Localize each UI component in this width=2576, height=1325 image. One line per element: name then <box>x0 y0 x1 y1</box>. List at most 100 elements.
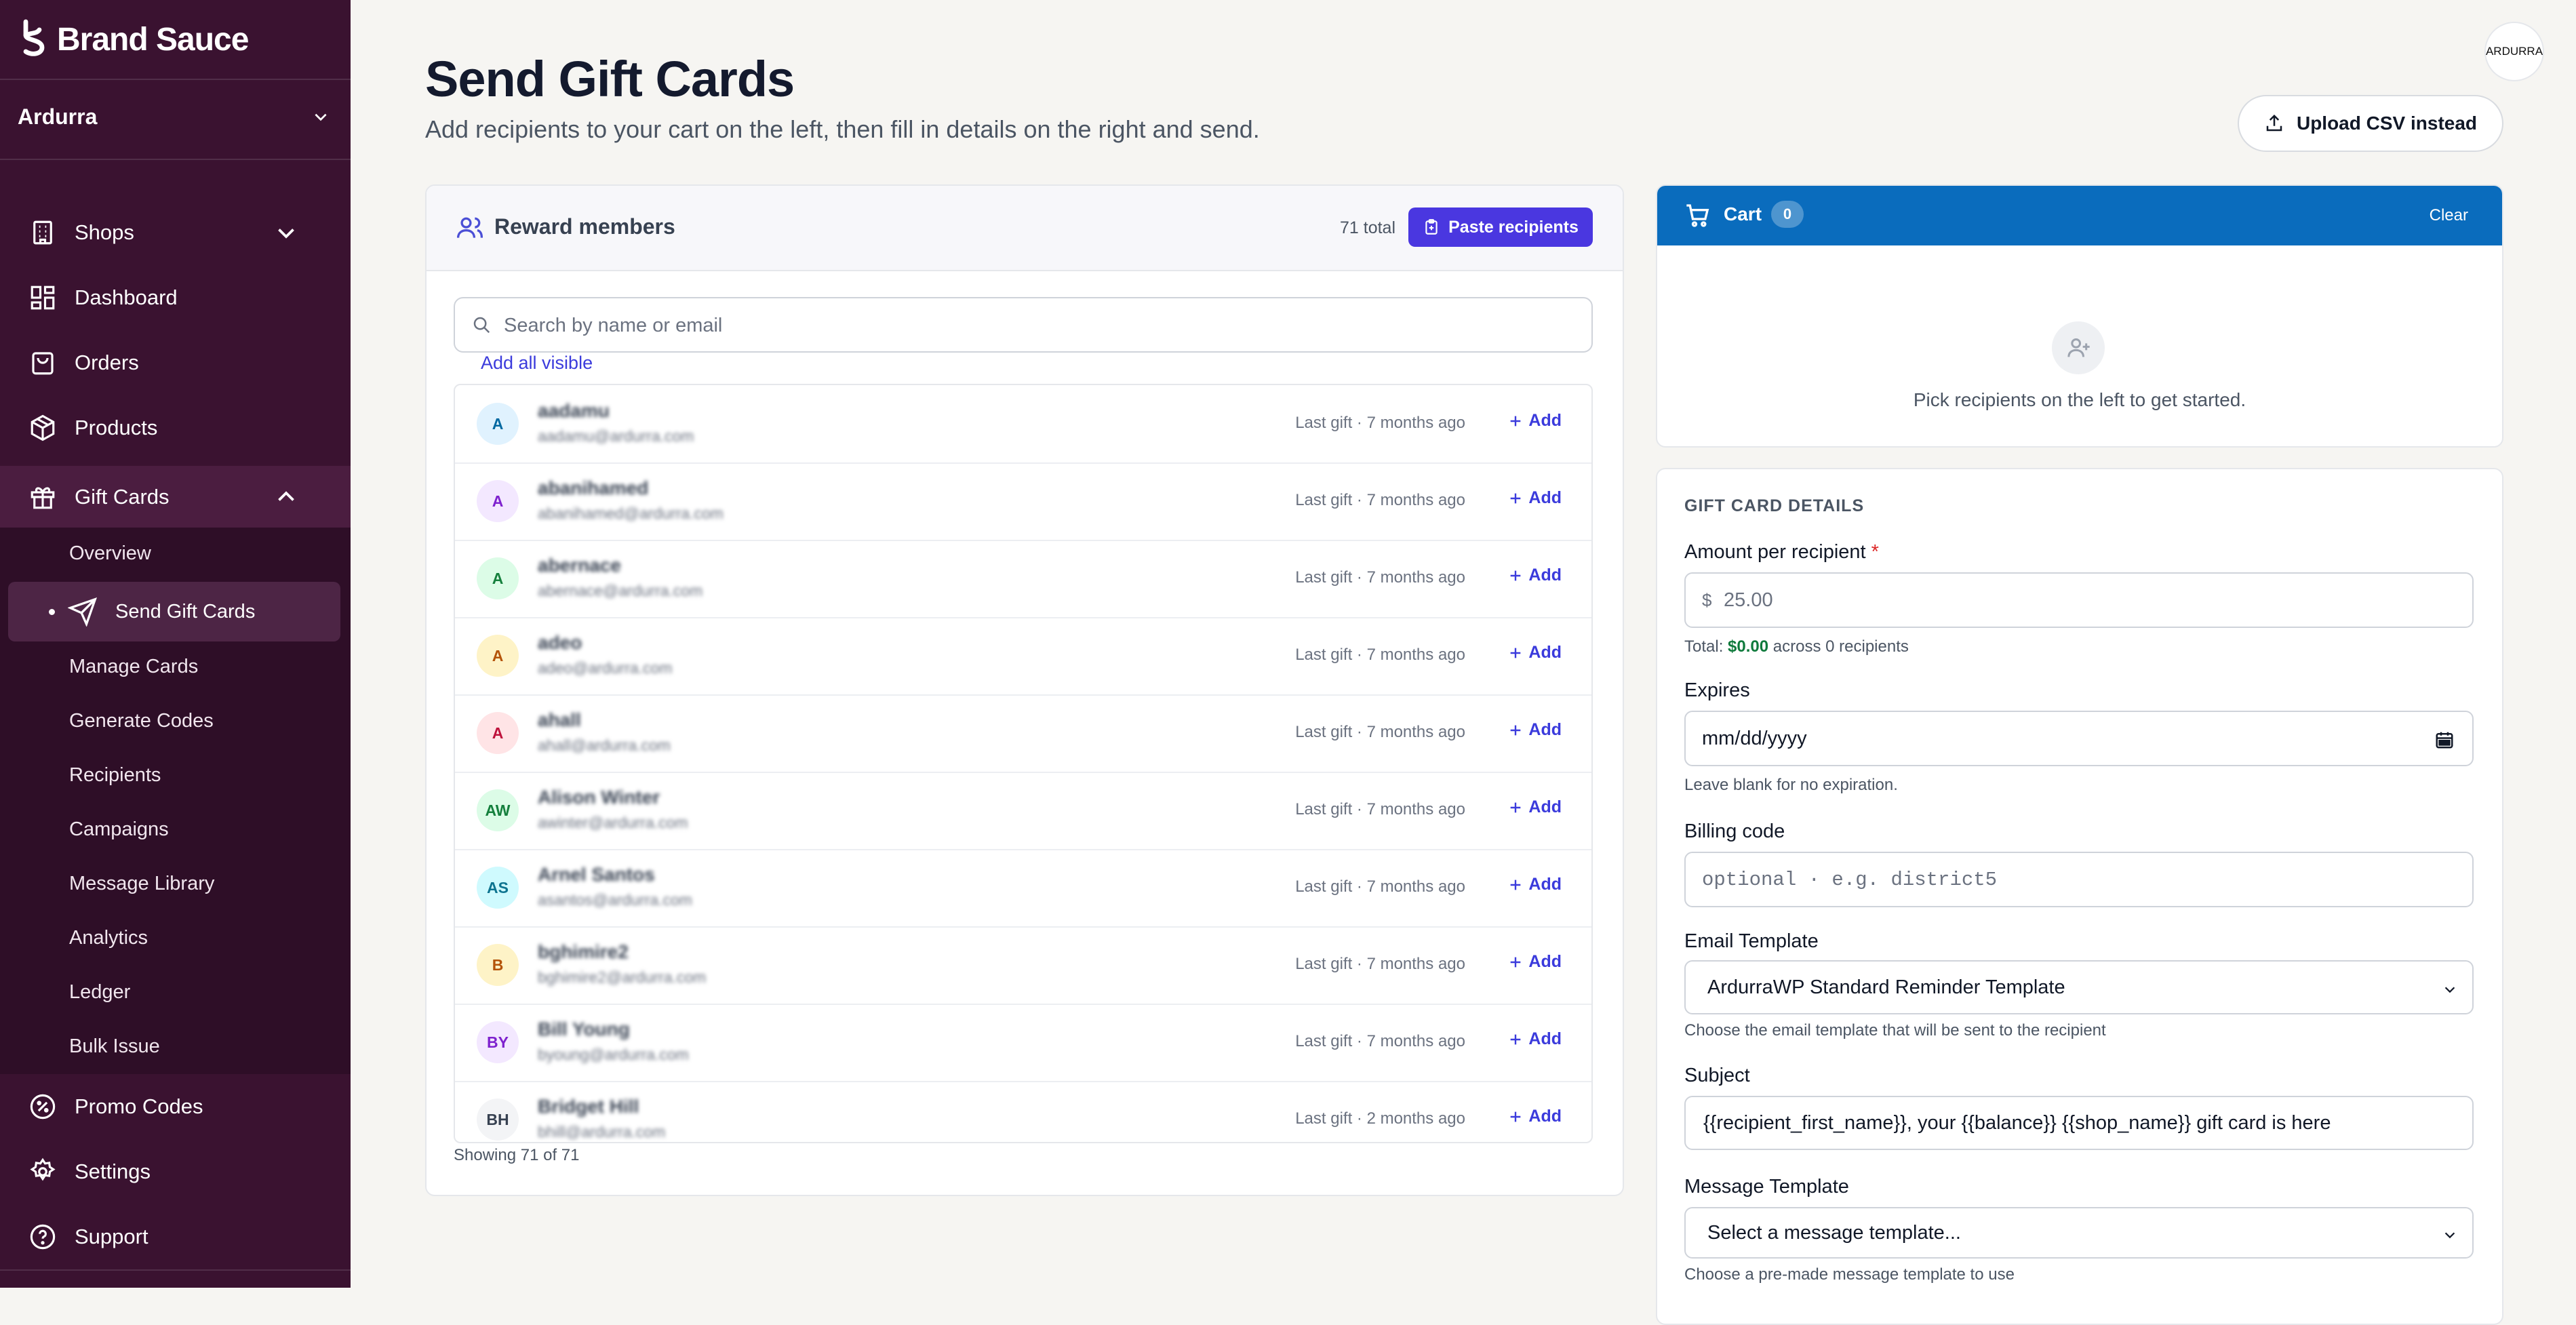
plus-icon <box>1511 1034 1521 1044</box>
member-avatar: A <box>477 403 519 445</box>
member-email: aadamu@ardurra.com <box>538 427 694 445</box>
member-last-gift: Last gift · 7 months ago <box>1295 414 1465 432</box>
member-email: abanihamed@ardurra.com <box>538 505 724 522</box>
member-search[interactable] <box>454 297 1593 353</box>
submenu-item-bulk-issue[interactable]: Bulk Issue <box>69 1035 160 1057</box>
add-member-button[interactable]: Add <box>1508 566 1562 585</box>
add-member-button[interactable]: Add <box>1508 1107 1562 1126</box>
sidebar-item-support[interactable]: Support <box>0 1210 351 1264</box>
sidebar-divider <box>0 79 351 80</box>
sidebar-item-settings[interactable]: Settings <box>0 1145 351 1199</box>
member-last-gift: Last gift · 2 months ago <box>1295 1109 1465 1128</box>
member-avatar: B <box>477 944 519 986</box>
submenu-item-manage-cards[interactable]: Manage Cards <box>69 655 199 677</box>
submenu-item-send-gift-cards[interactable]: Send Gift Cards <box>8 582 340 641</box>
plus-icon <box>1511 879 1521 890</box>
calendar-icon[interactable] <box>2434 730 2455 750</box>
submenu-item-generate-codes[interactable]: Generate Codes <box>69 709 214 732</box>
submenu-item-message-library[interactable]: Message Library <box>69 872 215 894</box>
plus-icon <box>1511 957 1521 967</box>
member-avatar: A <box>477 557 519 599</box>
sidebar-item-dashboard[interactable]: Dashboard <box>0 271 351 325</box>
amount-field[interactable]: $ 25.00 <box>1684 572 2474 628</box>
add-member-button[interactable]: Add <box>1508 488 1562 508</box>
submenu-item-recipients[interactable]: Recipients <box>69 764 161 786</box>
brand[interactable]: Brand Sauce <box>18 18 249 61</box>
expires-date-field[interactable]: mm/dd/yyyy <box>1684 711 2474 766</box>
add-member-label: Add <box>1528 875 1562 894</box>
add-member-label: Add <box>1528 643 1562 662</box>
avatar[interactable]: ARDURRA <box>2484 22 2544 81</box>
gift-card-details-panel: GIFT CARD DETAILS Amount per recipient *… <box>1656 468 2503 1325</box>
sidebar-item-label: Settings <box>75 1160 151 1183</box>
sidebar-item-shops[interactable]: Shops <box>0 205 351 260</box>
member-name: Arnel Santos <box>538 864 655 885</box>
plus-icon <box>1511 1111 1521 1122</box>
submenu-item-overview[interactable]: Overview <box>69 542 151 564</box>
amount-label: Amount per recipient * <box>1684 541 1879 563</box>
add-member-button[interactable]: Add <box>1508 875 1562 894</box>
chevron-up-icon <box>278 490 294 501</box>
member-name: Bridget Hill <box>538 1096 639 1117</box>
page-title: Send Gift Cards <box>425 51 795 107</box>
member-row: BY Bill Young byoung@ardurra.com Last gift … <box>455 1004 1591 1082</box>
member-name: abanihamed <box>538 477 649 498</box>
add-member-button[interactable]: Add <box>1508 952 1562 972</box>
member-avatar: BH <box>477 1099 519 1141</box>
cart-clear-button[interactable]: Clear <box>2429 206 2468 224</box>
submenu-item-ledger[interactable]: Ledger <box>69 981 131 1003</box>
add-member-label: Add <box>1528 952 1562 971</box>
add-member-button[interactable]: Add <box>1508 411 1562 431</box>
message-template-select[interactable]: Select a message template... <box>1684 1207 2474 1259</box>
email-template-hint: Choose the email template that will be s… <box>1684 1021 2106 1040</box>
member-row: AW Alison Winter awinter@ardurra.com Last g… <box>455 772 1591 850</box>
add-all-visible-link[interactable]: Add all visible <box>481 353 593 373</box>
subject-field[interactable]: {{recipient_first_name}}, your {{balance… <box>1684 1096 2474 1150</box>
shopping-bag-icon <box>32 352 54 375</box>
member-email: byoung@ardurra.com <box>538 1046 689 1063</box>
package-icon <box>31 414 55 441</box>
cart-title: Cart <box>1724 203 1762 224</box>
currency-prefix: $ <box>1702 589 1712 610</box>
sidebar-item-gift-cards[interactable]: Gift Cards <box>0 466 351 528</box>
member-last-gift: Last gift · 7 months ago <box>1295 800 1465 818</box>
sidebar-item-products[interactable]: Products <box>0 401 351 455</box>
sidebar-item-label: Orders <box>75 351 139 374</box>
add-member-button[interactable]: Add <box>1508 720 1562 740</box>
member-last-gift: Last gift · 7 months ago <box>1295 955 1465 973</box>
member-last-gift: Last gift · 7 months ago <box>1295 877 1465 896</box>
add-member-button[interactable]: Add <box>1508 1029 1562 1049</box>
add-member-label: Add <box>1528 1029 1562 1048</box>
add-member-button[interactable]: Add <box>1508 643 1562 662</box>
sidebar-item-promo-codes[interactable]: Promo Codes <box>0 1080 351 1134</box>
total-amount: $0.00 <box>1728 637 1769 656</box>
email-template-select[interactable]: ArdurraWP Standard Reminder Template <box>1684 960 2474 1014</box>
search-input[interactable] <box>502 305 1577 346</box>
subject-label: Subject <box>1684 1065 1750 1086</box>
sidebar-item-label: Dashboard <box>75 285 178 309</box>
sidebar: Brand Sauce Ardurra Shops Dashboard Orde… <box>0 0 351 1288</box>
user-plus-icon <box>2052 321 2105 374</box>
amount-total-hint: Total: $0.00 across 0 recipients <box>1684 637 1909 656</box>
add-member-button[interactable]: Add <box>1508 797 1562 817</box>
submenu-item-analytics[interactable]: Analytics <box>69 926 148 949</box>
paste-recipients-button[interactable]: Paste recipients <box>1408 207 1593 247</box>
sidebar-item-orders[interactable]: Orders <box>0 336 351 390</box>
member-avatar: A <box>477 712 519 754</box>
building-icon <box>33 220 52 245</box>
cart-empty-text: Pick recipients on the left to get start… <box>1913 389 2246 410</box>
upload-csv-button[interactable]: Upload CSV instead <box>2238 95 2503 152</box>
billing-code-field[interactable]: optional · e.g. district5 <box>1684 852 2474 907</box>
org-switcher[interactable]: Ardurra <box>18 102 330 132</box>
chevron-down-icon <box>2444 1232 2455 1239</box>
member-name: Alison Winter <box>538 787 660 808</box>
member-name: ahall <box>538 709 581 730</box>
submenu-item-campaigns[interactable]: Campaigns <box>69 818 169 840</box>
reward-members-title: Reward members <box>494 214 675 239</box>
expires-hint: Leave blank for no expiration. <box>1684 776 1898 794</box>
help-circle-icon <box>30 1224 56 1250</box>
